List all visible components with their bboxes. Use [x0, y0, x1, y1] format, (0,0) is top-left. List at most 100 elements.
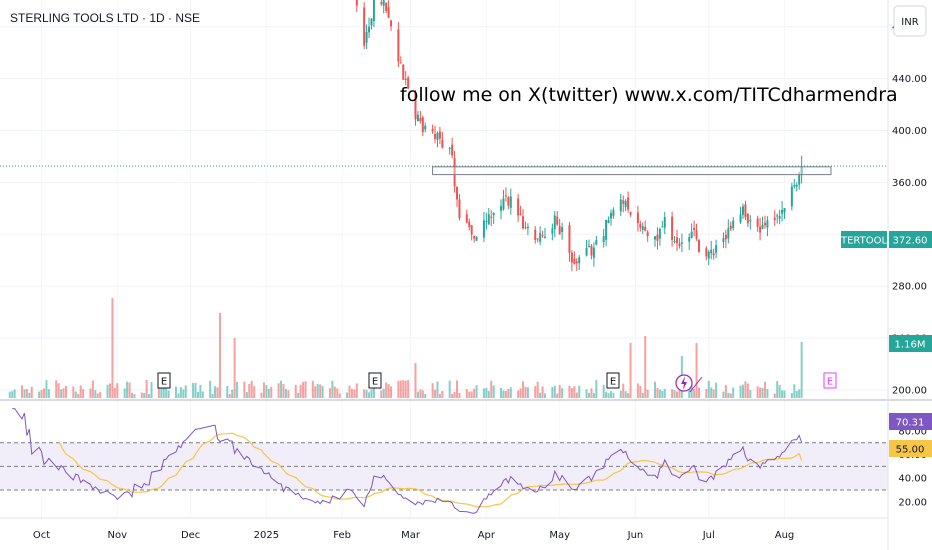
candle[interactable]	[588, 239, 591, 248]
candle[interactable]	[783, 208, 786, 220]
volume-tag[interactable]: 1.16M	[889, 335, 932, 352]
candle[interactable]	[385, 2, 388, 14]
candle[interactable]	[636, 205, 639, 232]
candle[interactable]	[382, 0, 385, 14]
candle[interactable]	[658, 227, 661, 246]
candle[interactable]	[671, 211, 674, 247]
candle[interactable]	[712, 248, 715, 260]
candle[interactable]	[585, 239, 588, 257]
promo-annotation[interactable]: follow me on X(twitter) www.x.com/TITCdh…	[400, 84, 898, 106]
candle[interactable]	[372, 0, 375, 28]
candle[interactable]	[421, 115, 424, 137]
candle[interactable]	[458, 194, 461, 221]
candle[interactable]	[653, 236, 656, 247]
candle[interactable]	[675, 229, 678, 251]
candle[interactable]	[624, 199, 627, 212]
candle[interactable]	[544, 227, 547, 239]
candle[interactable]	[534, 226, 537, 244]
time-axis[interactable]: Oct Nov Dec 2025 Feb Mar Apr May Jun Jul Aug	[33, 530, 794, 541]
candle[interactable]	[781, 201, 784, 222]
candle[interactable]	[363, 2, 366, 50]
candle[interactable]	[365, 24, 368, 50]
candle[interactable]	[451, 137, 454, 159]
candle[interactable]	[663, 211, 666, 235]
candle[interactable]	[482, 211, 485, 243]
candle[interactable]	[414, 90, 417, 126]
candle[interactable]	[424, 122, 427, 133]
candle[interactable]	[558, 218, 561, 235]
candle[interactable]	[759, 217, 762, 241]
candle[interactable]	[619, 193, 622, 217]
candle[interactable]	[448, 147, 451, 155]
candle[interactable]	[399, 56, 402, 64]
candle[interactable]	[492, 212, 495, 225]
candle[interactable]	[722, 232, 725, 249]
candle[interactable]	[551, 223, 554, 241]
candle[interactable]	[397, 22, 400, 68]
candle[interactable]	[431, 124, 434, 134]
candle[interactable]	[380, 0, 383, 6]
candle[interactable]	[355, 0, 358, 13]
candle[interactable]	[473, 235, 476, 243]
candle[interactable]	[500, 199, 503, 220]
candle[interactable]	[766, 216, 769, 237]
candle[interactable]	[390, 19, 393, 31]
candle[interactable]	[475, 236, 478, 241]
candle[interactable]	[749, 215, 752, 230]
candle[interactable]	[627, 191, 630, 213]
candle[interactable]	[568, 222, 571, 262]
candle[interactable]	[744, 200, 747, 220]
currency-button[interactable]	[893, 5, 927, 37]
candle[interactable]	[727, 219, 730, 244]
price-candles[interactable]	[9, 0, 803, 272]
candle[interactable]	[526, 223, 529, 236]
candle[interactable]	[575, 258, 578, 271]
candle[interactable]	[561, 222, 564, 240]
candle[interactable]	[646, 230, 649, 242]
candle[interactable]	[419, 111, 422, 124]
candle[interactable]	[763, 215, 766, 229]
candle[interactable]	[724, 229, 727, 249]
candle[interactable]	[710, 240, 713, 260]
candle[interactable]	[556, 211, 559, 226]
candle[interactable]	[416, 111, 419, 122]
candle[interactable]	[741, 203, 744, 219]
candle[interactable]	[507, 196, 510, 210]
candle[interactable]	[536, 238, 539, 243]
earnings-marker[interactable]: E	[157, 372, 171, 389]
candle[interactable]	[732, 217, 735, 231]
candle[interactable]	[453, 151, 456, 193]
candle[interactable]	[746, 213, 749, 228]
candle[interactable]	[680, 233, 683, 252]
candle[interactable]	[795, 182, 798, 192]
candle[interactable]	[605, 219, 608, 247]
candle[interactable]	[368, 17, 371, 38]
candle[interactable]	[707, 250, 710, 266]
candle[interactable]	[590, 243, 593, 260]
candle[interactable]	[522, 209, 525, 230]
candle[interactable]	[697, 238, 700, 253]
candle[interactable]	[487, 208, 490, 226]
symbol-price-tag[interactable]: STERTOOLS 372.60	[835, 231, 932, 248]
candle[interactable]	[715, 239, 718, 259]
candle[interactable]	[387, 0, 390, 19]
candle[interactable]	[612, 207, 615, 219]
candle[interactable]	[402, 64, 405, 80]
candle[interactable]	[570, 250, 573, 272]
candle[interactable]	[441, 132, 444, 149]
candle[interactable]	[404, 71, 407, 85]
candle[interactable]	[800, 155, 803, 184]
candle[interactable]	[629, 211, 632, 217]
candle[interactable]	[502, 189, 505, 211]
candle[interactable]	[678, 238, 681, 249]
candle[interactable]	[661, 220, 664, 228]
candle[interactable]	[695, 223, 698, 241]
candle[interactable]	[465, 209, 468, 224]
candle[interactable]	[761, 216, 764, 230]
candle[interactable]	[517, 193, 520, 222]
earnings-marker[interactable]: E	[368, 372, 382, 389]
candle[interactable]	[470, 225, 473, 241]
candle[interactable]	[573, 251, 576, 265]
candle[interactable]	[793, 178, 796, 189]
candle[interactable]	[504, 187, 507, 202]
